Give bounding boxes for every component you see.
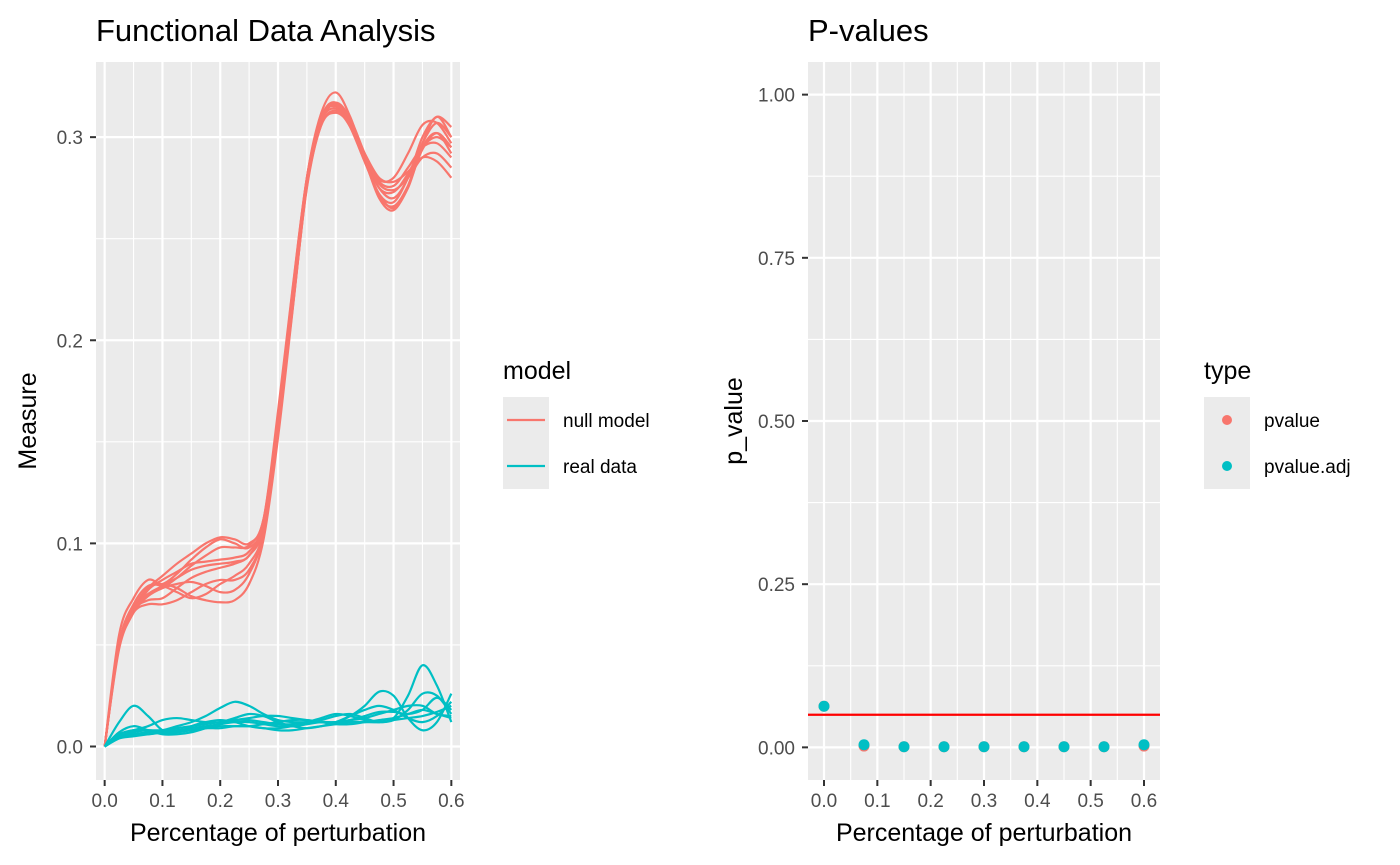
left-y-axis-title: Measure: [14, 372, 42, 469]
left-series-lines: [103, 91, 453, 748]
right-x-tick-label: 0.3: [971, 791, 997, 812]
left-legend-label-real-data: real data: [563, 457, 637, 478]
real-data-curve: [103, 691, 453, 748]
right-chart-title: P-values: [808, 13, 929, 48]
right-axes: 0.0 0.1 0.2 0.3 0.4 0.5 0.6 0.00 0.25 0.50 0.75 1.0…: [758, 86, 1157, 812]
left-y-tick-label: 0.2: [57, 331, 83, 352]
left-y-tick-label: 0.3: [57, 128, 83, 149]
right-legend-label-pvalue: pvalue: [1264, 411, 1320, 432]
right-x-axis-title: Percentage of perturbation: [836, 819, 1132, 847]
left-x-tick-label: 0.2: [207, 791, 233, 812]
right-grid: [808, 62, 1160, 780]
left-x-tick-label: 0.0: [91, 791, 117, 812]
right-y-tick-label: 0.50: [758, 412, 795, 433]
right-y-tick-label: 0.00: [758, 738, 795, 759]
pvalue-adj-point: [938, 741, 950, 753]
right-legend-dot-pvalue: [1222, 415, 1232, 425]
null-model-curve: [103, 103, 453, 747]
right-legend-label-pvalue-adj: pvalue.adj: [1264, 457, 1351, 478]
pvalue-adj-point: [1018, 741, 1030, 753]
right-y-tick-label: 1.00: [758, 86, 795, 107]
left-x-tick-label: 0.4: [323, 791, 350, 812]
right-x-tick-label: 0.4: [1024, 791, 1051, 812]
right-y-tick-label: 0.25: [758, 575, 795, 596]
pvalue-adj-point: [1058, 741, 1070, 753]
real-data-curve: [103, 696, 453, 748]
right-x-tick-label: 0.0: [811, 791, 837, 812]
pvalue-adj-point: [1138, 739, 1150, 751]
left-chart: Functional Data Analysis 0.0 0.1 0.2 0.3 0.4…: [14, 13, 650, 847]
left-x-tick-label: 0.5: [380, 791, 406, 812]
left-legend-title: model: [503, 357, 571, 385]
right-chart: P-values 0.0 0.1 0.2 0.3 0.4 0.5 0.60.000.250.…: [720, 13, 1351, 847]
right-x-tick-label: 0.2: [917, 791, 943, 812]
right-y-axis-title: p_value: [720, 377, 748, 465]
pvalue-adj-point: [978, 741, 990, 753]
right-y-tick-label: 0.75: [758, 249, 795, 270]
left-legend-label-null-model: null model: [563, 411, 650, 432]
left-grid: [96, 62, 460, 780]
right-legend-dot-pvalue-adj: [1222, 461, 1232, 471]
pvalue-adj-point: [898, 741, 910, 753]
left-legend: model null model real data: [503, 357, 650, 489]
left-x-tick-label: 0.3: [265, 791, 291, 812]
right-series-points: [818, 700, 1150, 753]
pvalue-adj-point: [818, 700, 830, 712]
right-legend: type pvalue pvalue.adj: [1204, 357, 1351, 489]
left-axes: 0.0 0.1 0.2 0.3 0.4 0.5 0.6 0.0 0.1 0.2 0.3: [57, 128, 465, 812]
right-legend-title: type: [1204, 357, 1251, 385]
left-x-tick-label: 0.6: [438, 791, 464, 812]
pvalue-adj-point: [1098, 741, 1110, 753]
left-x-axis-title: Percentage of perturbation: [130, 819, 426, 847]
left-y-tick-label: 0.1: [57, 534, 83, 555]
right-x-tick-label: 0.6: [1131, 791, 1157, 812]
pvalue-adj-point: [858, 739, 870, 751]
right-x-tick-label: 0.1: [864, 791, 890, 812]
left-chart-title: Functional Data Analysis: [96, 13, 435, 48]
left-y-tick-label: 0.0: [57, 737, 83, 758]
left-x-tick-label: 0.1: [149, 791, 175, 812]
right-x-tick-label: 0.5: [1077, 791, 1103, 812]
